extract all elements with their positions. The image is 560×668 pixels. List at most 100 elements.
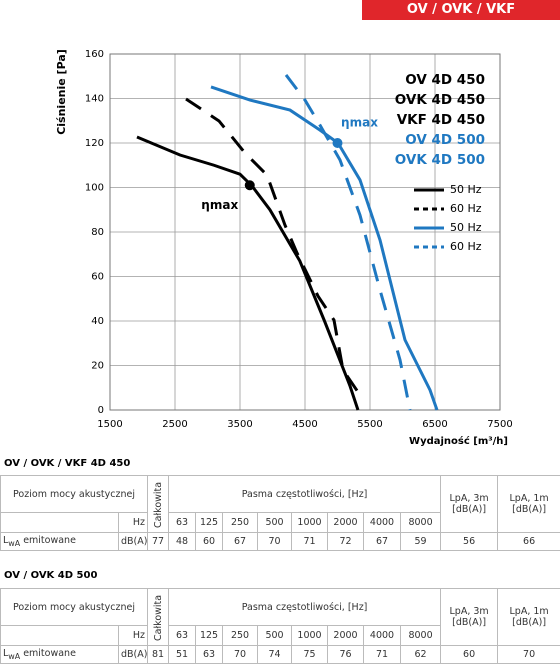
frequency-cell: 500 xyxy=(257,512,293,533)
chart: Ciśnienie [Pa] Wydajność [m³/h] 1500 2500… xyxy=(55,49,513,447)
noise-table: Poziom mocy akustycznej Całkowita Pasma cz… xyxy=(0,588,560,664)
value-cell: 60 xyxy=(195,532,224,551)
frequency-cell: 500 xyxy=(257,625,293,646)
y-tick-label: 0 xyxy=(98,405,104,416)
model-name: OV 4D 500 xyxy=(405,132,485,148)
curve xyxy=(284,74,412,411)
row-label-sub: wA xyxy=(8,538,21,548)
x-tick-label: 6500 xyxy=(422,419,447,430)
data-row: LwA emitowane dB(A) 77 48 60 67 70 71 72 67 59 56 66 xyxy=(0,532,560,551)
efficiency-point xyxy=(244,180,255,191)
row-label-rest: emitowane xyxy=(20,535,76,547)
y-axis-title: Ciśnienie [Pa] xyxy=(55,49,68,135)
table-title: OV / OVK / VKF 4D 450 xyxy=(4,458,131,469)
model-name: OVK 4D 450 xyxy=(395,92,485,108)
frequency-cell: 125 xyxy=(195,625,224,646)
row-label-sub: wA xyxy=(8,651,21,661)
model-name: OVK 4D 500 xyxy=(395,152,485,168)
value-cell: 56 xyxy=(440,532,499,551)
x-tick-label: 3500 xyxy=(227,419,252,430)
frequency-cell: 1000 xyxy=(291,625,329,646)
row-label: LwA emitowane xyxy=(0,532,119,551)
value-cell: 67 xyxy=(222,532,259,551)
x-tick-label: 4500 xyxy=(292,419,317,430)
curve xyxy=(136,135,360,411)
value-cell: 75 xyxy=(291,645,329,664)
annotation: ηmax xyxy=(201,198,238,212)
y-tick-label: 60 xyxy=(91,272,104,283)
header-cell: Hz xyxy=(117,625,149,646)
header-cell: Hz xyxy=(117,512,149,533)
frequency-cell: 4000 xyxy=(363,512,402,533)
value-cell: 70 xyxy=(257,532,293,551)
y-tick-label: 20 xyxy=(91,361,104,372)
header-cell: LpA, 1m [dB(A)] xyxy=(497,588,560,646)
header-cell: Pasma częstotliwości, [Hz] xyxy=(168,588,442,626)
value-cell: 70 xyxy=(497,645,560,664)
value-cell: 74 xyxy=(257,645,293,664)
value-cell: 60 xyxy=(440,645,499,664)
header-cell: Całkowita xyxy=(147,588,169,646)
value-cell: 66 xyxy=(497,532,560,551)
noise-table: Poziom mocy akustycznej Całkowita Pasma cz… xyxy=(0,475,560,551)
blank-cell xyxy=(0,512,119,533)
value-cell: 63 xyxy=(195,645,224,664)
legend-label: 60 Hz xyxy=(450,240,482,253)
value-cell: 71 xyxy=(363,645,402,664)
legend-label: 60 Hz xyxy=(450,202,482,215)
header-cell: Poziom mocy akustycznej xyxy=(0,588,149,626)
value-cell: 81 xyxy=(147,645,170,664)
value-cell: 70 xyxy=(222,645,259,664)
y-tick-label: 100 xyxy=(85,183,104,194)
frequency-cell: 63 xyxy=(168,512,197,533)
value-cell: 71 xyxy=(291,532,329,551)
y-tick-label: 120 xyxy=(85,138,104,149)
row-label: LwA emitowane xyxy=(0,645,119,664)
y-tick-label: 80 xyxy=(91,227,104,238)
model-name: OV 4D 450 xyxy=(405,72,485,88)
x-axis-title: Wydajność [m³/h] xyxy=(409,435,508,447)
blank-cell xyxy=(0,625,119,646)
value-cell: 67 xyxy=(363,532,402,551)
frequency-cell: 4000 xyxy=(363,625,402,646)
x-tick-label: 5500 xyxy=(357,419,382,430)
legend-label: 50 Hz xyxy=(450,183,482,196)
value-cell: 51 xyxy=(168,645,197,664)
value-cell: 62 xyxy=(400,645,442,664)
efficiency-point xyxy=(332,138,343,148)
curve xyxy=(210,85,439,411)
frequency-cell: 250 xyxy=(222,625,259,646)
unit-cell: dB(A) xyxy=(117,645,149,664)
y-tick-label: 40 xyxy=(91,316,104,327)
frequency-row: Hz 63 125 250 500 1000 2000 4000 8000 xyxy=(0,512,560,533)
value-cell: 48 xyxy=(168,532,197,551)
model-name: VKF 4D 450 xyxy=(397,112,485,128)
row-label-rest: emitowane xyxy=(20,648,76,660)
frequency-cell: 8000 xyxy=(400,512,442,533)
frequency-cell: 1000 xyxy=(291,512,329,533)
x-tick-label: 7500 xyxy=(487,419,512,430)
header-cell: Pasma częstotliwości, [Hz] xyxy=(168,475,442,513)
x-tick-label: 2500 xyxy=(162,419,187,430)
value-cell: 76 xyxy=(327,645,365,664)
plot-frame xyxy=(109,53,501,411)
data-row: LwA emitowane dB(A) 81 51 63 70 74 75 76 71 62 60 70 xyxy=(0,645,560,664)
row-label-main: L xyxy=(3,535,9,547)
x-tick-label: 1500 xyxy=(97,419,122,430)
unit-cell: dB(A) xyxy=(117,532,149,551)
legend-label: 50 Hz xyxy=(450,221,482,234)
curve xyxy=(185,97,364,399)
frequency-cell: 250 xyxy=(222,512,259,533)
header-cell: LpA, 3m [dB(A)] xyxy=(440,588,499,646)
frequency-cell: 2000 xyxy=(327,512,365,533)
frequency-cell: 2000 xyxy=(327,625,365,646)
frequency-cell: 8000 xyxy=(400,625,442,646)
annotation: ηmax xyxy=(341,116,378,130)
frequency-cell: 63 xyxy=(168,625,197,646)
header-row: Poziom mocy akustycznej Całkowita Pasma cz… xyxy=(0,475,560,533)
y-tick-label: 160 xyxy=(85,49,104,60)
header-cell: Poziom mocy akustycznej xyxy=(0,475,149,513)
header-cell: Całkowita xyxy=(147,475,169,533)
frequency-cell: 125 xyxy=(195,512,224,533)
